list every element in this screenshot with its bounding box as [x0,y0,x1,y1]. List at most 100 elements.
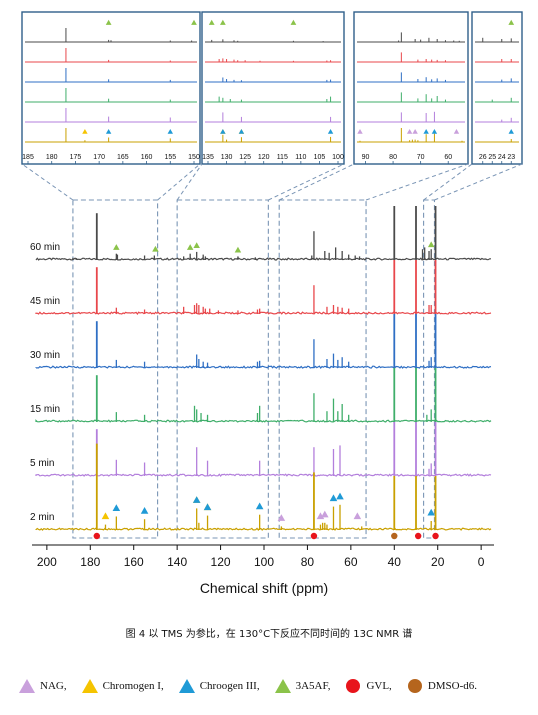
baseline-15-min [35,419,492,423]
legend-item: 3A5AF, [274,678,331,694]
inset-marker-3a5af [508,19,515,25]
zoom-region-box-3 [278,199,367,539]
legend-label: Chroogen III, [199,680,260,692]
inset-tick-label: 170 [93,154,105,161]
spectrum-5-min: 5 min [30,422,492,477]
baseline-2-min [35,527,492,531]
inset-1: 185 180 175 170 165 160 155 150 [21,11,201,165]
inset-marker-3a5af [208,19,215,25]
inset-marker [238,129,245,134]
marker-chroogen-iii [329,494,338,502]
marker-3a5af [234,246,242,253]
spectrum-15-min: 15 min [30,368,492,423]
inset-tick-label: 185 [22,154,34,161]
marker-gvl [414,532,422,540]
inset-tick-label: 180 [46,154,58,161]
marker-gvl [432,532,439,540]
marker-chroogen-iii [203,503,212,511]
inset-guide-right [365,163,469,201]
legend-swatch [274,679,291,693]
inset-marker [431,129,438,134]
inset-marker [412,129,418,134]
inset-tick-label: 110 [295,154,306,161]
legend-swatch [407,679,422,693]
inset-marker [327,129,334,134]
nmr-figure: 185 180 175 170 165 160 155 150 135 130 125 120 115 1… [21,11,523,596]
inset-2: 135 130 125 120 115 110 105 100 [201,11,345,165]
x-tick-label: 180 [80,555,100,569]
legend-item: NAG, [18,678,67,694]
inset-frame [353,11,469,165]
inset-tick-label: 90 [362,154,370,161]
inset-tick-label: 150 [188,154,200,161]
inset-guide-left [176,163,203,201]
inset-tick-label: 105 [314,154,326,161]
marker-nag [321,510,329,518]
inset-tick-label: 23 [507,154,515,161]
marker-chroogen-iii [255,502,264,510]
inset-tick-label: 135 [202,154,214,161]
legend: NAG, Chromogen I, Chroogen III, 3A5AF, GVL, D… [18,678,528,694]
spectrum-2-min: 2 min [30,443,492,531]
inset-marker-3a5af [191,19,197,25]
circle-icon [407,679,422,693]
inset-guide-right [157,163,201,201]
inset-3: 90 80 70 60 [353,11,469,165]
inset-tick-label: 155 [164,154,176,161]
series-label: 5 min [30,458,54,469]
inset-tick-label: 130 [221,154,233,161]
inset-tick-label: 70 [417,154,425,161]
legend-label: 3A5AF, [295,680,331,692]
inset-4: 26 25 24 23 [471,11,523,165]
marker-3a5af [427,241,435,248]
inset-tick-label: 25 [488,154,496,161]
inset-marker [167,129,173,134]
figure-caption: 图 4 以 TMS 为参比，在 130°C下反应不同时间的 13C NMR 谱 [125,629,413,640]
legend-label: Chromogen I, [102,680,164,692]
x-tick-label: 160 [124,555,144,569]
marker-3a5af [186,244,194,250]
legend-item: GVL, [344,678,392,694]
inset-tick-label: 165 [117,154,129,161]
series-label: 60 min [30,242,60,253]
legend-label: DMSO-d6. [427,680,478,692]
series-label: 15 min [30,404,60,415]
marker-nag [353,512,362,520]
inset-guide-right [434,163,523,201]
marker-chroogen-iii [112,504,121,512]
x-tick-label: 60 [344,555,358,569]
baseline-30-min [35,365,492,369]
inset-tick-label: 115 [277,154,288,161]
inset-marker [357,129,363,134]
circle-icon [346,679,361,693]
series-label: 2 min [30,512,54,523]
main-spectra: 60 min 45 min 30 min 15 min 5 min 2 min [30,199,492,540]
inset-tick-label: 120 [258,154,270,161]
x-tick-label: 0 [478,555,485,569]
legend-swatch [178,679,195,693]
inset-guide-left [21,163,74,201]
inset-marker [406,129,413,134]
inset-marker [105,129,112,134]
marker-chroogen-iii [140,507,149,514]
spectrum-45-min: 45 min [30,260,492,315]
inset-tick-label: 125 [239,154,251,161]
baseline-5-min [35,473,492,477]
marker-3a5af [113,244,120,250]
x-tick-label: 80 [301,555,315,569]
marker-chroogen-iii [336,492,344,500]
x-tick-label: 100 [254,555,274,569]
inset-frame [201,11,345,165]
legend-label: NAG, [40,680,67,692]
inset-guide-right [268,163,345,201]
legend-label: GVL, [366,680,392,692]
legend-item: Chroogen III, [178,678,260,694]
triangle-icon [81,679,98,693]
series-label: 30 min [30,350,60,361]
inset-marker-3a5af [105,19,112,25]
inset-tick-label: 24 [498,154,506,161]
marker-dmso-d6 [391,532,398,540]
spectrum-60-min: 60 min [30,206,491,261]
legend-item: DMSO-d6. [406,678,477,694]
inset-marker [82,129,88,134]
